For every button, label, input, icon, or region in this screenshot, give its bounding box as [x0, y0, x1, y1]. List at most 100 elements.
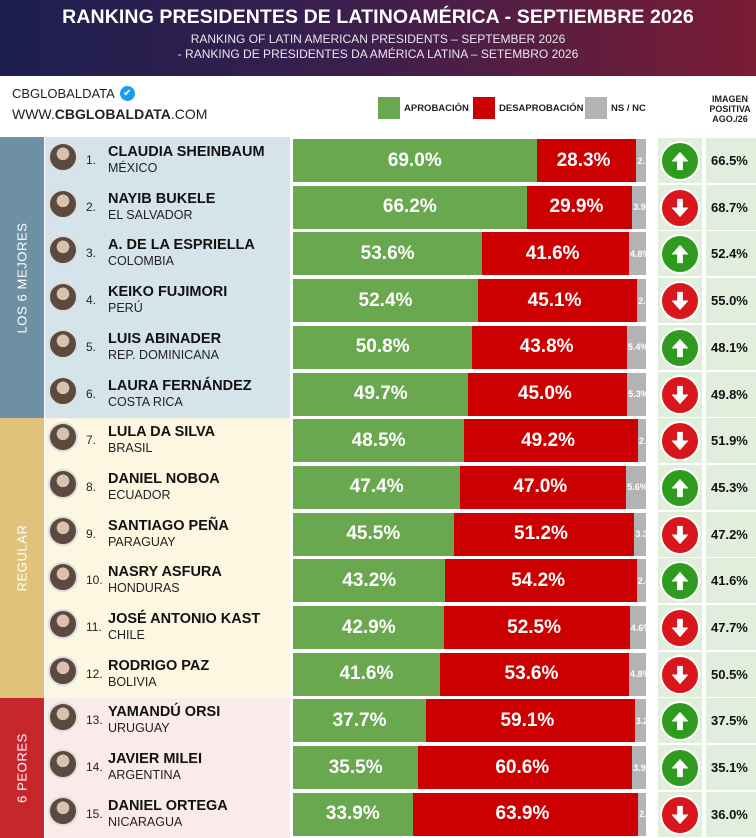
approval-bar: 42.9%: [293, 606, 445, 649]
president-photo: [48, 795, 78, 826]
disapproval-value: 54.2%: [511, 569, 566, 591]
arrow-down-icon: [660, 421, 700, 462]
president-country: MÉXICO: [108, 161, 158, 175]
image-positive-value: 47.7%: [706, 605, 756, 650]
rank-number: 8.: [86, 479, 97, 494]
approval-bar: 43.2%: [293, 559, 446, 603]
ns-bar: 2.6%: [636, 559, 646, 603]
ns-value: 4.8%: [630, 669, 646, 680]
stacked-bar: 33.9% 63.9% 2.2%: [293, 792, 646, 836]
brand: CBGLOBALDATA ✔ WWW.CBGLOBALDATA.COM: [12, 85, 207, 122]
president-country: EL SALVADOR: [108, 207, 193, 222]
subtitle-portuguese: - RANKING DE PRESIDENTES DA AMÉRICA LATI…: [177, 47, 579, 61]
president-photo: [48, 515, 78, 546]
rank-number: 6.: [86, 386, 97, 401]
disapproval-bar: 43.8%: [472, 325, 627, 369]
trend-cell: [658, 138, 702, 183]
trend-cell: [658, 278, 702, 324]
disapproval-value: 41.6%: [525, 242, 580, 264]
rank-number: 2.: [86, 199, 97, 214]
image-positive-value: 49.8%: [706, 371, 756, 417]
disapproval-value: 45.0%: [517, 383, 572, 404]
disapproval-bar: 29.9%: [526, 185, 633, 229]
approval-bar: 53.6%: [293, 232, 483, 276]
arrow-down-icon: [660, 794, 700, 835]
approval-bar: 66.2%: [293, 185, 527, 229]
disapproval-bar: 63.9%: [412, 792, 639, 836]
president-country: REP. DOMINICANA: [108, 347, 219, 362]
trend-cell: [658, 371, 702, 417]
brand-name: CBGLOBALDATA: [12, 86, 115, 101]
arrow-down-icon: [660, 654, 700, 695]
ns-bar: 4.8%: [629, 652, 646, 696]
president-photo: [48, 749, 78, 780]
ns-bar: 5.4%: [626, 325, 646, 369]
brand-url[interactable]: WWW.CBGLOBALDATA.COM: [12, 106, 207, 122]
approval-bar: 47.4%: [293, 465, 461, 509]
disapproval-bar: 59.1%: [426, 699, 635, 743]
disapproval-bar: 60.6%: [418, 746, 633, 790]
subtitle-english: RANKING OF LATIN AMERICAN PRESIDENTS – S…: [190, 32, 566, 46]
approval-value: 35.5%: [328, 756, 383, 778]
stacked-bar: 49.7% 45.0% 5.3%: [293, 372, 646, 416]
approval-value: 49.7%: [353, 383, 408, 404]
rank-number: 1.: [86, 153, 97, 167]
president-country: BRASIL: [108, 441, 153, 456]
arrow-down-icon: [660, 514, 700, 555]
legend-ns: NS / NC: [585, 97, 646, 119]
trend-cell: [658, 324, 702, 370]
approval-bar: 69.0%: [293, 139, 537, 182]
ns-bar: 2.2%: [638, 792, 646, 836]
disapproval-value: 28.3%: [556, 149, 611, 171]
rank-number: 15.: [86, 806, 103, 821]
president-name: RODRIGO PAZ: [108, 657, 210, 674]
president-photo: [48, 375, 78, 406]
president-photo: [48, 188, 78, 219]
ns-value: 5.4%: [627, 342, 646, 353]
approval-value: 33.9%: [325, 803, 380, 825]
stacked-bar: 52.4% 45.1% 2.5%: [293, 279, 646, 323]
president-name: LUIS ABINADER: [108, 330, 222, 347]
president-name: CLAUDIA SHEINBAUM: [108, 144, 265, 160]
ns-value: 3.9%: [633, 202, 646, 213]
approval-value: 48.5%: [351, 429, 406, 451]
legend-disapproval-swatch: [473, 97, 495, 119]
president-photo: [48, 702, 78, 733]
disapproval-bar: 49.2%: [464, 419, 638, 463]
trend-cell: [658, 558, 702, 604]
stacked-bar: 41.6% 53.6% 4.8%: [293, 652, 646, 696]
stacked-bar: 37.7% 59.1% 3.2%: [293, 699, 646, 743]
arrow-up-icon: [660, 327, 700, 368]
image-header-line-2: POSITIVA: [709, 104, 751, 114]
image-positive-value: 35.1%: [706, 745, 756, 791]
stacked-bar: 35.5% 60.6% 3.9%: [293, 746, 646, 790]
approval-bar: 45.5%: [293, 512, 454, 556]
president-name: A. DE LA ESPRIELLA: [108, 237, 255, 254]
president-name: SANTIAGO PEÑA: [108, 517, 229, 534]
stacked-bar: 53.6% 41.6% 4.8%: [293, 232, 646, 276]
ns-value: 5.6%: [627, 482, 646, 493]
arrow-up-icon: [660, 561, 700, 602]
president-photo: [48, 422, 78, 453]
president-name: JAVIER MILEI: [108, 751, 202, 768]
president-country: COLOMBIA: [108, 254, 174, 269]
arrow-up-icon: [660, 701, 700, 742]
approval-bar: 48.5%: [293, 419, 465, 463]
trend-cell: [658, 418, 702, 464]
rank-number: 9.: [86, 526, 97, 541]
president-photo: [48, 235, 78, 266]
disapproval-value: 59.1%: [500, 709, 555, 731]
ns-bar: 3.2%: [634, 699, 646, 743]
ns-value: 2.2%: [639, 809, 646, 820]
ns-value: 4.6%: [630, 622, 646, 633]
approval-value: 52.4%: [358, 289, 413, 311]
stacked-bar: 47.4% 47.0% 5.6%: [293, 465, 646, 509]
disapproval-bar: 54.2%: [445, 559, 637, 603]
president-country: ECUADOR: [108, 487, 171, 502]
ns-bar: 3.3%: [634, 512, 646, 556]
stacked-bar: 66.2% 29.9% 3.9%: [293, 185, 646, 229]
